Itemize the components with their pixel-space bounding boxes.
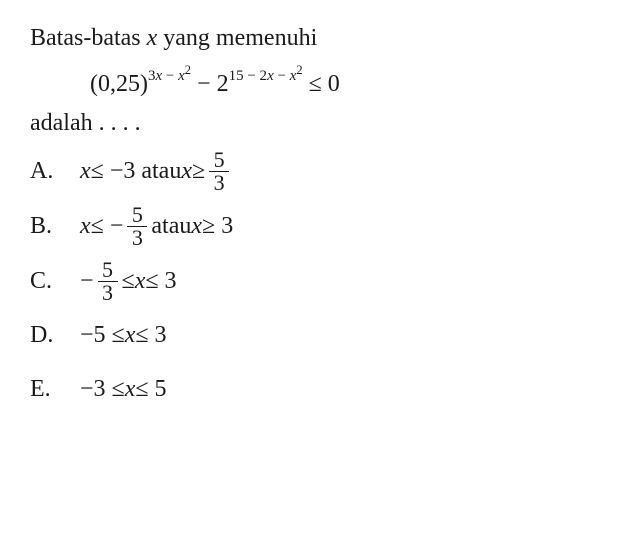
option-d-content: −5 ≤ x ≤ 3 bbox=[80, 322, 167, 349]
option-e-label: E. bbox=[30, 376, 80, 403]
option-a: A. x ≤ −3 atau x ≥ 5 3 bbox=[30, 149, 604, 194]
eq-base1: (0,25) bbox=[90, 71, 148, 97]
option-b-label: B. bbox=[30, 213, 80, 240]
question-text-part2: yang memenuhi bbox=[157, 25, 317, 51]
option-c-content: − 5 3 ≤ x ≤ 3 bbox=[80, 259, 177, 304]
question-line1: Batas-batas x yang memenuhi bbox=[30, 20, 604, 56]
option-e-content: −3 ≤ x ≤ 5 bbox=[80, 376, 167, 403]
options-list: A. x ≤ −3 atau x ≥ 5 3 B. x ≤ − 5 3 atau… bbox=[30, 149, 604, 412]
option-c-label: C. bbox=[30, 268, 80, 295]
eq-exp1: 3x − x2 bbox=[148, 68, 191, 84]
option-a-content: x ≤ −3 atau x ≥ 5 3 bbox=[80, 149, 233, 194]
question-var-x: x bbox=[147, 25, 158, 51]
eq-exp2: 15 − 2x − x2 bbox=[229, 68, 303, 84]
option-c-fraction: 5 3 bbox=[98, 259, 118, 304]
option-d-label: D. bbox=[30, 322, 80, 349]
option-b-fraction: 5 3 bbox=[127, 204, 147, 249]
option-e: E. −3 ≤ x ≤ 5 bbox=[30, 368, 604, 412]
option-a-fraction: 5 3 bbox=[209, 149, 229, 194]
adalah-text: adalah . . . . bbox=[30, 110, 604, 137]
eq-end: ≤ 0 bbox=[303, 71, 340, 97]
option-c: C. − 5 3 ≤ x ≤ 3 bbox=[30, 259, 604, 304]
equation: (0,25)3x − x2 − 215 − 2x − x2 ≤ 0 bbox=[90, 64, 604, 102]
option-d: D. −5 ≤ x ≤ 3 bbox=[30, 314, 604, 358]
option-b-content: x ≤ − 5 3 atau x ≥ 3 bbox=[80, 204, 233, 249]
eq-minus: − 2 bbox=[191, 71, 229, 97]
option-b: B. x ≤ − 5 3 atau x ≥ 3 bbox=[30, 204, 604, 249]
option-a-label: A. bbox=[30, 158, 80, 185]
question-text-part1: Batas-batas bbox=[30, 25, 147, 51]
